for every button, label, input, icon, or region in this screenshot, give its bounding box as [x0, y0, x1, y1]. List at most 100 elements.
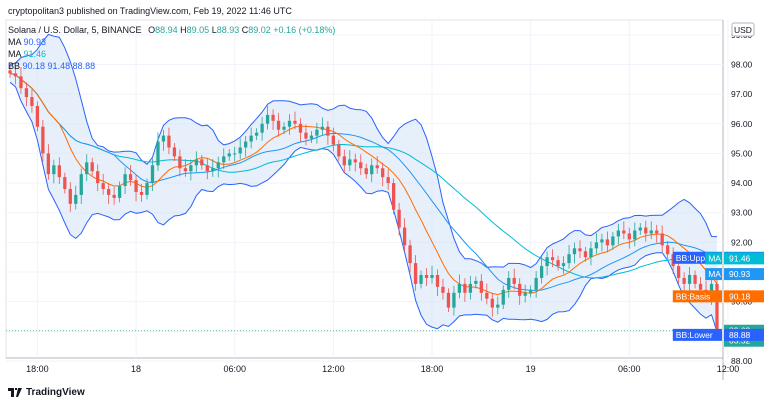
- candle-body: [545, 257, 549, 267]
- candle-body: [24, 88, 29, 98]
- candle-body: [715, 283, 719, 332]
- bb-legend[interactable]: BB 90.18 91.48 88.88: [8, 61, 96, 71]
- candle-body: [128, 174, 133, 181]
- y-tick-label: 88.00: [731, 356, 753, 366]
- price-label-name: BB:Lower: [676, 330, 713, 340]
- candle-body: [19, 76, 23, 89]
- y-tick-label: 96.00: [731, 119, 753, 129]
- tradingview-footer[interactable]: TradingView: [8, 387, 85, 398]
- bb-band-fill: [10, 34, 717, 332]
- candle-body: [134, 180, 138, 192]
- ohlc-open: O88.94: [148, 25, 178, 35]
- symbol-info: Solana / U.S. Dollar, 5, BINANCE O88.94 …: [8, 25, 335, 35]
- candle-body: [150, 165, 155, 184]
- candle-body: [381, 168, 385, 178]
- candle-body: [490, 298, 494, 308]
- candle-body: [391, 183, 396, 210]
- candle-body: [518, 283, 522, 296]
- candle-body: [123, 174, 127, 187]
- candle-body: [309, 135, 314, 139]
- price-label-box: [724, 252, 764, 265]
- price-label-value: 88.88: [729, 330, 751, 340]
- candle-body: [523, 292, 527, 296]
- candle-body: [616, 230, 620, 237]
- candle-body: [386, 177, 390, 184]
- candle-body: [430, 274, 434, 278]
- price-label-tag: [705, 268, 722, 281]
- candle-body: [79, 174, 83, 195]
- candle-body: [463, 283, 467, 293]
- candle-body: [96, 171, 100, 184]
- candle-body: [589, 248, 593, 258]
- price-label-box: [724, 328, 764, 341]
- candle-body: [107, 189, 111, 195]
- candle-body: [41, 126, 45, 154]
- x-tick-label: 19: [526, 364, 536, 374]
- price-label-value: 90.93: [729, 269, 751, 279]
- candle-body: [298, 123, 303, 133]
- candle-body: [687, 274, 692, 284]
- price-label-name: MA: [708, 269, 721, 279]
- candle-body: [649, 230, 653, 234]
- candle-body: [660, 233, 664, 246]
- ohlc-low: L88.93: [211, 25, 240, 35]
- candle-body: [627, 233, 631, 240]
- candle-body: [139, 191, 144, 195]
- candle-body: [342, 156, 346, 166]
- candle-body: [52, 165, 56, 175]
- currency-box: [731, 22, 755, 37]
- candle-body: [446, 292, 451, 308]
- candle-body: [216, 162, 220, 169]
- candle-body: [693, 274, 697, 284]
- candle-body: [238, 147, 242, 154]
- candle-body: [413, 263, 418, 284]
- candle-body: [46, 153, 51, 175]
- candle-body: [676, 266, 681, 278]
- candle-body: [74, 194, 78, 204]
- candle-body: [594, 242, 599, 249]
- price-label-value: 90.18: [729, 291, 751, 301]
- tradingview-brand: TradingView: [26, 387, 85, 398]
- candle-body: [370, 165, 374, 175]
- candle-body: [479, 280, 483, 293]
- candle-body: [331, 135, 336, 145]
- candle-body: [485, 292, 489, 299]
- y-tick-label: 93.00: [731, 208, 753, 218]
- candle-body: [320, 126, 325, 130]
- candle-body: [287, 120, 292, 127]
- x-tick-label: 18: [131, 364, 141, 374]
- candle-body: [337, 144, 341, 157]
- candle-body: [200, 159, 204, 166]
- x-tick-label: 18:00: [26, 364, 49, 374]
- candle-body: [496, 304, 500, 308]
- candle-body: [534, 277, 538, 290]
- candle-body: [167, 135, 171, 148]
- candle-body: [709, 283, 714, 296]
- candle-body: [408, 245, 412, 264]
- candle-body: [600, 239, 604, 243]
- price-label-tag: [672, 290, 722, 303]
- candle-body: [539, 266, 544, 278]
- candle-body: [57, 165, 61, 178]
- candle-body: [622, 230, 626, 234]
- candle-body: [435, 274, 440, 287]
- published-line: cryptopolitan3 published on TradingView.…: [8, 6, 292, 16]
- candle-body: [556, 260, 560, 267]
- candle-body: [85, 162, 89, 175]
- candle-body: [698, 283, 703, 290]
- candle-body: [315, 129, 319, 136]
- candle-body: [457, 283, 462, 293]
- candle-body: [68, 189, 72, 204]
- candle-body: [172, 147, 177, 157]
- candle-body: [441, 286, 445, 293]
- candle-body: [501, 289, 505, 305]
- ma-fast-legend[interactable]: MA 90.93: [8, 37, 47, 47]
- candle-body: [424, 274, 429, 278]
- ma-slow-legend[interactable]: MA 91.46: [8, 49, 47, 59]
- candle-body: [452, 292, 456, 308]
- y-tick-label: 92.00: [731, 237, 753, 247]
- candle-body: [402, 227, 407, 246]
- y-tick-label: 94.00: [731, 178, 753, 188]
- candle-body: [572, 248, 577, 255]
